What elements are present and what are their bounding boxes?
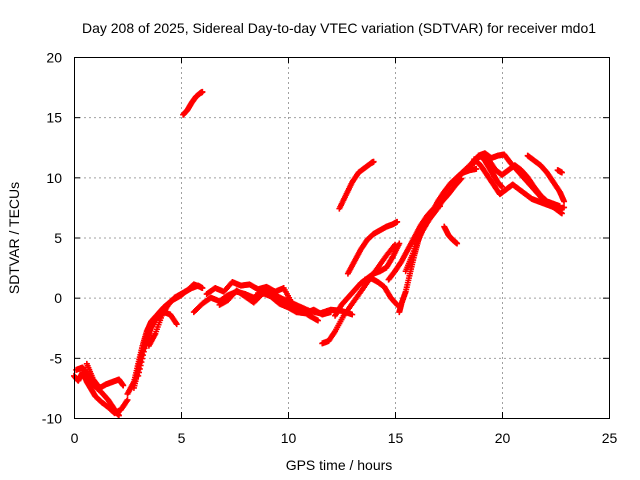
- data-point: [370, 158, 377, 165]
- y-tick-label: 15: [46, 110, 62, 126]
- data-point: [139, 355, 146, 362]
- chart-title: Day 208 of 2025, Sidereal Day-to-day VTE…: [82, 20, 596, 36]
- data-point: [136, 369, 143, 376]
- series-arc3: [83, 360, 127, 391]
- y-tick-labels: -10 -5 0 5 10 15 20: [42, 50, 62, 427]
- series-arc26: [473, 152, 563, 210]
- x-tick-label: 20: [495, 430, 511, 446]
- data-point: [124, 396, 131, 403]
- x-tick-label: 15: [388, 430, 404, 446]
- data-point: [556, 203, 563, 210]
- series-arc14: [336, 158, 377, 212]
- data-markers: [71, 88, 568, 419]
- y-tick-label: 5: [54, 230, 62, 246]
- series-arc16: [344, 218, 401, 277]
- series-arc8: [180, 88, 206, 118]
- y-tick-label: -5: [50, 350, 63, 366]
- series-arc21: [413, 175, 465, 247]
- data-point: [558, 169, 565, 176]
- x-tick-label: 5: [178, 430, 186, 446]
- data-point: [394, 218, 401, 225]
- data-point: [292, 308, 299, 315]
- x-tick-label: 25: [602, 430, 618, 446]
- axis-ticks: [74, 57, 610, 419]
- series-arc7: [145, 281, 204, 349]
- x-tick-label: 0: [71, 430, 79, 446]
- series-arc22: [441, 223, 461, 247]
- data-point: [136, 365, 143, 372]
- x-axis-label: GPS time / hours: [286, 457, 393, 473]
- data-point: [473, 165, 480, 172]
- data-point: [140, 352, 147, 359]
- y-axis-label: SDTVAR / TECUs: [6, 182, 22, 294]
- data-point: [293, 309, 300, 316]
- data-point: [561, 198, 568, 205]
- data-point: [314, 317, 321, 324]
- series-arc28: [554, 167, 565, 176]
- x-tick-labels: 0 5 10 15 20 25: [71, 430, 618, 446]
- data-point: [140, 348, 147, 355]
- y-tick-label: 20: [46, 50, 62, 66]
- data-point: [120, 382, 127, 389]
- data-point: [197, 283, 204, 290]
- data-point: [173, 321, 180, 328]
- series-arc20: [402, 165, 480, 275]
- data-point: [454, 240, 461, 247]
- data-point: [499, 183, 505, 190]
- y-tick-label: 0: [54, 290, 62, 306]
- data-point: [138, 359, 145, 366]
- series-arc27: [524, 152, 568, 205]
- data-point: [199, 88, 206, 95]
- grid-lines: [74, 57, 609, 418]
- data-point: [137, 362, 144, 369]
- x-tick-label: 10: [281, 430, 297, 446]
- series-arc17: [362, 275, 401, 308]
- data-point: [561, 204, 568, 211]
- data-point: [558, 210, 565, 217]
- y-tick-label: -10: [42, 411, 62, 427]
- y-tick-label: 10: [46, 170, 62, 186]
- data-point: [396, 240, 403, 247]
- data-point: [115, 412, 122, 419]
- data-point: [135, 372, 142, 379]
- data-point: [349, 311, 356, 318]
